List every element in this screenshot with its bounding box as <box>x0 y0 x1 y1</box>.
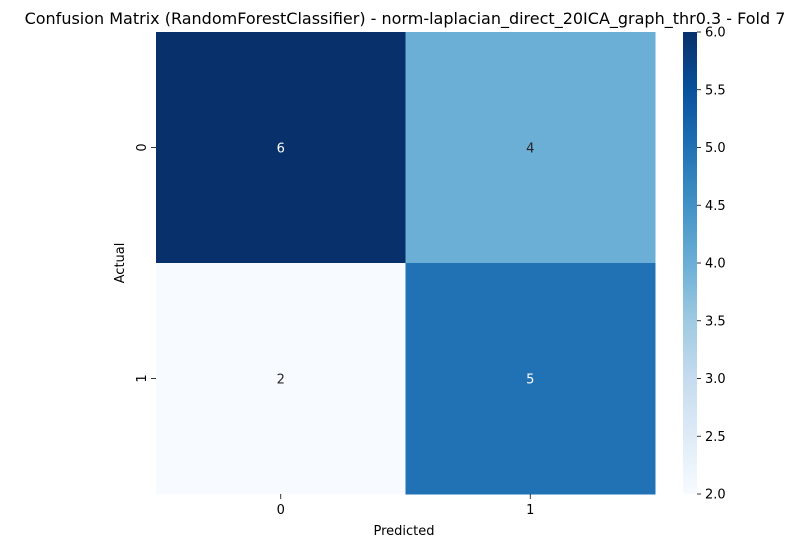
y-axis-label: Actual <box>113 243 128 284</box>
heatmap-annotations: 6 4 2 5 <box>277 142 535 388</box>
heatmap-cell-r0-c0 <box>156 32 406 264</box>
colorbar-tick-label-8: 6.0 <box>705 26 726 41</box>
x-tick-label-1: 1 <box>526 503 534 518</box>
cell-annotation-r1-c1: 5 <box>526 373 534 388</box>
cell-annotation-r0-c0: 6 <box>277 142 285 157</box>
y-axis: 01 <box>135 143 156 383</box>
cell-annotation-r1-c0: 2 <box>277 373 285 388</box>
y-tick-label-0: 0 <box>135 143 150 151</box>
colorbar-tick-label-7: 5.5 <box>705 83 726 98</box>
colorbar-tick-label-5: 4.5 <box>705 199 726 214</box>
heatmap-cell-r1-c1 <box>405 263 656 495</box>
heatmap-cells <box>156 32 656 495</box>
colorbar-tick-label-0: 2.0 <box>705 488 726 503</box>
colorbar-tick-label-4: 4.0 <box>705 257 726 272</box>
colorbar-gradient <box>683 32 697 494</box>
y-tick-label-1: 1 <box>135 374 150 382</box>
chart-title: Confusion Matrix (RandomForestClassifier… <box>25 9 786 29</box>
heatmap-cell-r0-c1 <box>405 32 656 264</box>
colorbar-tick-label-1: 2.5 <box>705 430 726 445</box>
x-axis-label: Predicted <box>373 524 434 539</box>
x-tick-label-0: 0 <box>277 503 285 518</box>
cell-annotation-r0-c1: 4 <box>526 142 534 157</box>
colorbar-tick-label-6: 5.0 <box>705 141 726 156</box>
colorbar-tick-label-3: 3.5 <box>705 314 726 329</box>
colorbar-tick-label-2: 3.0 <box>705 372 726 387</box>
heatmap-cell-r1-c0 <box>156 263 406 495</box>
colorbar: 2.0 2.5 3.0 3.5 4.0 4.5 5.0 5.5 6.0 <box>683 26 726 503</box>
